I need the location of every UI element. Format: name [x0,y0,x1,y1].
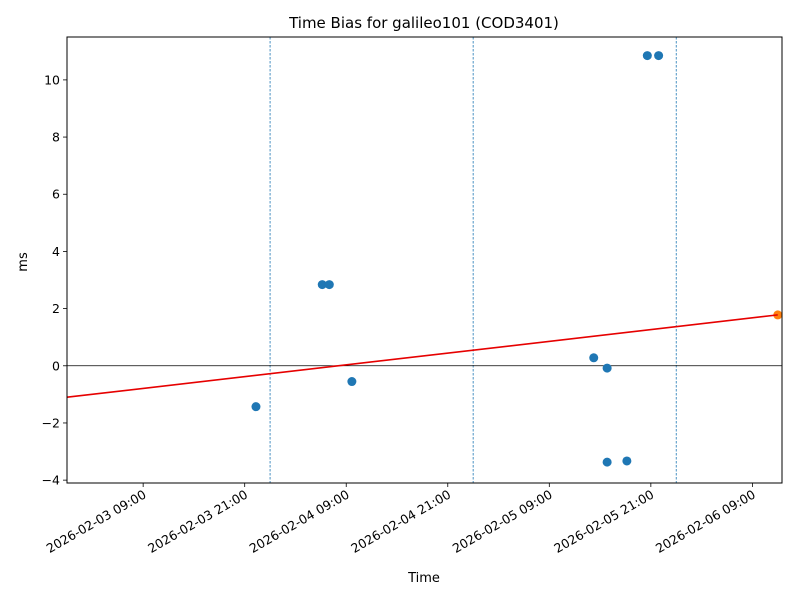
x-tick-label: 2026-02-03 21:00 [145,487,250,556]
data-point [602,363,612,373]
y-tick-label: −2 [42,415,60,430]
plot-frame [66,36,783,484]
data-point [347,377,357,387]
y-tick-label: 0 [52,358,60,373]
data-point [251,402,261,412]
x-axis-label: Time [407,571,440,586]
y-tick-label: 10 [44,72,60,87]
x-tick-label: 2026-02-04 09:00 [247,487,352,556]
data-point [642,51,652,61]
y-tick-label: 4 [52,244,60,259]
x-tick-label: 2026-02-03 09:00 [44,487,149,556]
data-point [589,353,599,363]
y-tick-label: 6 [52,187,60,202]
trend-line [66,314,778,399]
data-point [317,280,327,290]
x-tick-label: 2026-02-06 09:00 [653,487,758,556]
y-axis: −4 −2 0 2 4 6 8 10 [42,72,67,488]
data-point [602,457,612,467]
x-tick-label: 2026-02-05 09:00 [450,487,555,556]
y-tick-label: 2 [52,301,60,316]
chart-title: Time Bias for galileo101 (COD3401) [288,14,559,32]
data-point [622,456,632,466]
x-tick-label: 2026-02-05 21:00 [551,487,656,556]
data-point [654,51,664,61]
y-axis-label: ms [16,252,31,272]
data-point [324,280,334,290]
x-tick-label: 2026-02-04 21:00 [348,487,453,556]
plot-area [66,37,783,483]
y-tick-label: 8 [52,130,60,145]
y-tick-label: −4 [42,473,60,488]
